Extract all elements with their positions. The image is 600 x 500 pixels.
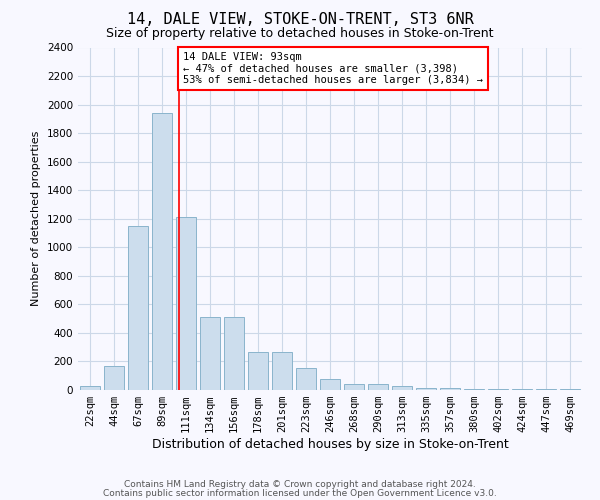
Text: 14, DALE VIEW, STOKE-ON-TRENT, ST3 6NR: 14, DALE VIEW, STOKE-ON-TRENT, ST3 6NR (127, 12, 473, 28)
Bar (464, 389, 484, 390)
Text: 14 DALE VIEW: 93sqm
← 47% of detached houses are smaller (3,398)
53% of semi-det: 14 DALE VIEW: 93sqm ← 47% of detached ho… (183, 52, 483, 85)
Bar (248, 352, 268, 390)
Bar (488, 389, 508, 390)
Bar (104, 366, 124, 390)
Bar (392, 386, 412, 390)
Bar (296, 368, 316, 390)
Text: Contains public sector information licensed under the Open Government Licence v3: Contains public sector information licen… (103, 488, 497, 498)
Bar (320, 380, 340, 390)
Text: Size of property relative to detached houses in Stoke-on-Trent: Size of property relative to detached ho… (106, 28, 494, 40)
Bar (224, 317, 244, 390)
Bar (368, 384, 388, 390)
Bar (80, 386, 100, 390)
Bar (272, 352, 292, 390)
Bar (176, 216, 196, 390)
X-axis label: Distribution of detached houses by size in Stoke-on-Trent: Distribution of detached houses by size … (152, 438, 508, 451)
Bar (200, 317, 220, 390)
Bar (560, 389, 580, 390)
Bar (440, 388, 460, 390)
Bar (128, 226, 148, 390)
Bar (416, 388, 436, 390)
Bar (512, 389, 532, 390)
Bar (152, 113, 172, 390)
Bar (536, 389, 556, 390)
Y-axis label: Number of detached properties: Number of detached properties (31, 131, 41, 306)
Bar (344, 384, 364, 390)
Text: Contains HM Land Registry data © Crown copyright and database right 2024.: Contains HM Land Registry data © Crown c… (124, 480, 476, 489)
